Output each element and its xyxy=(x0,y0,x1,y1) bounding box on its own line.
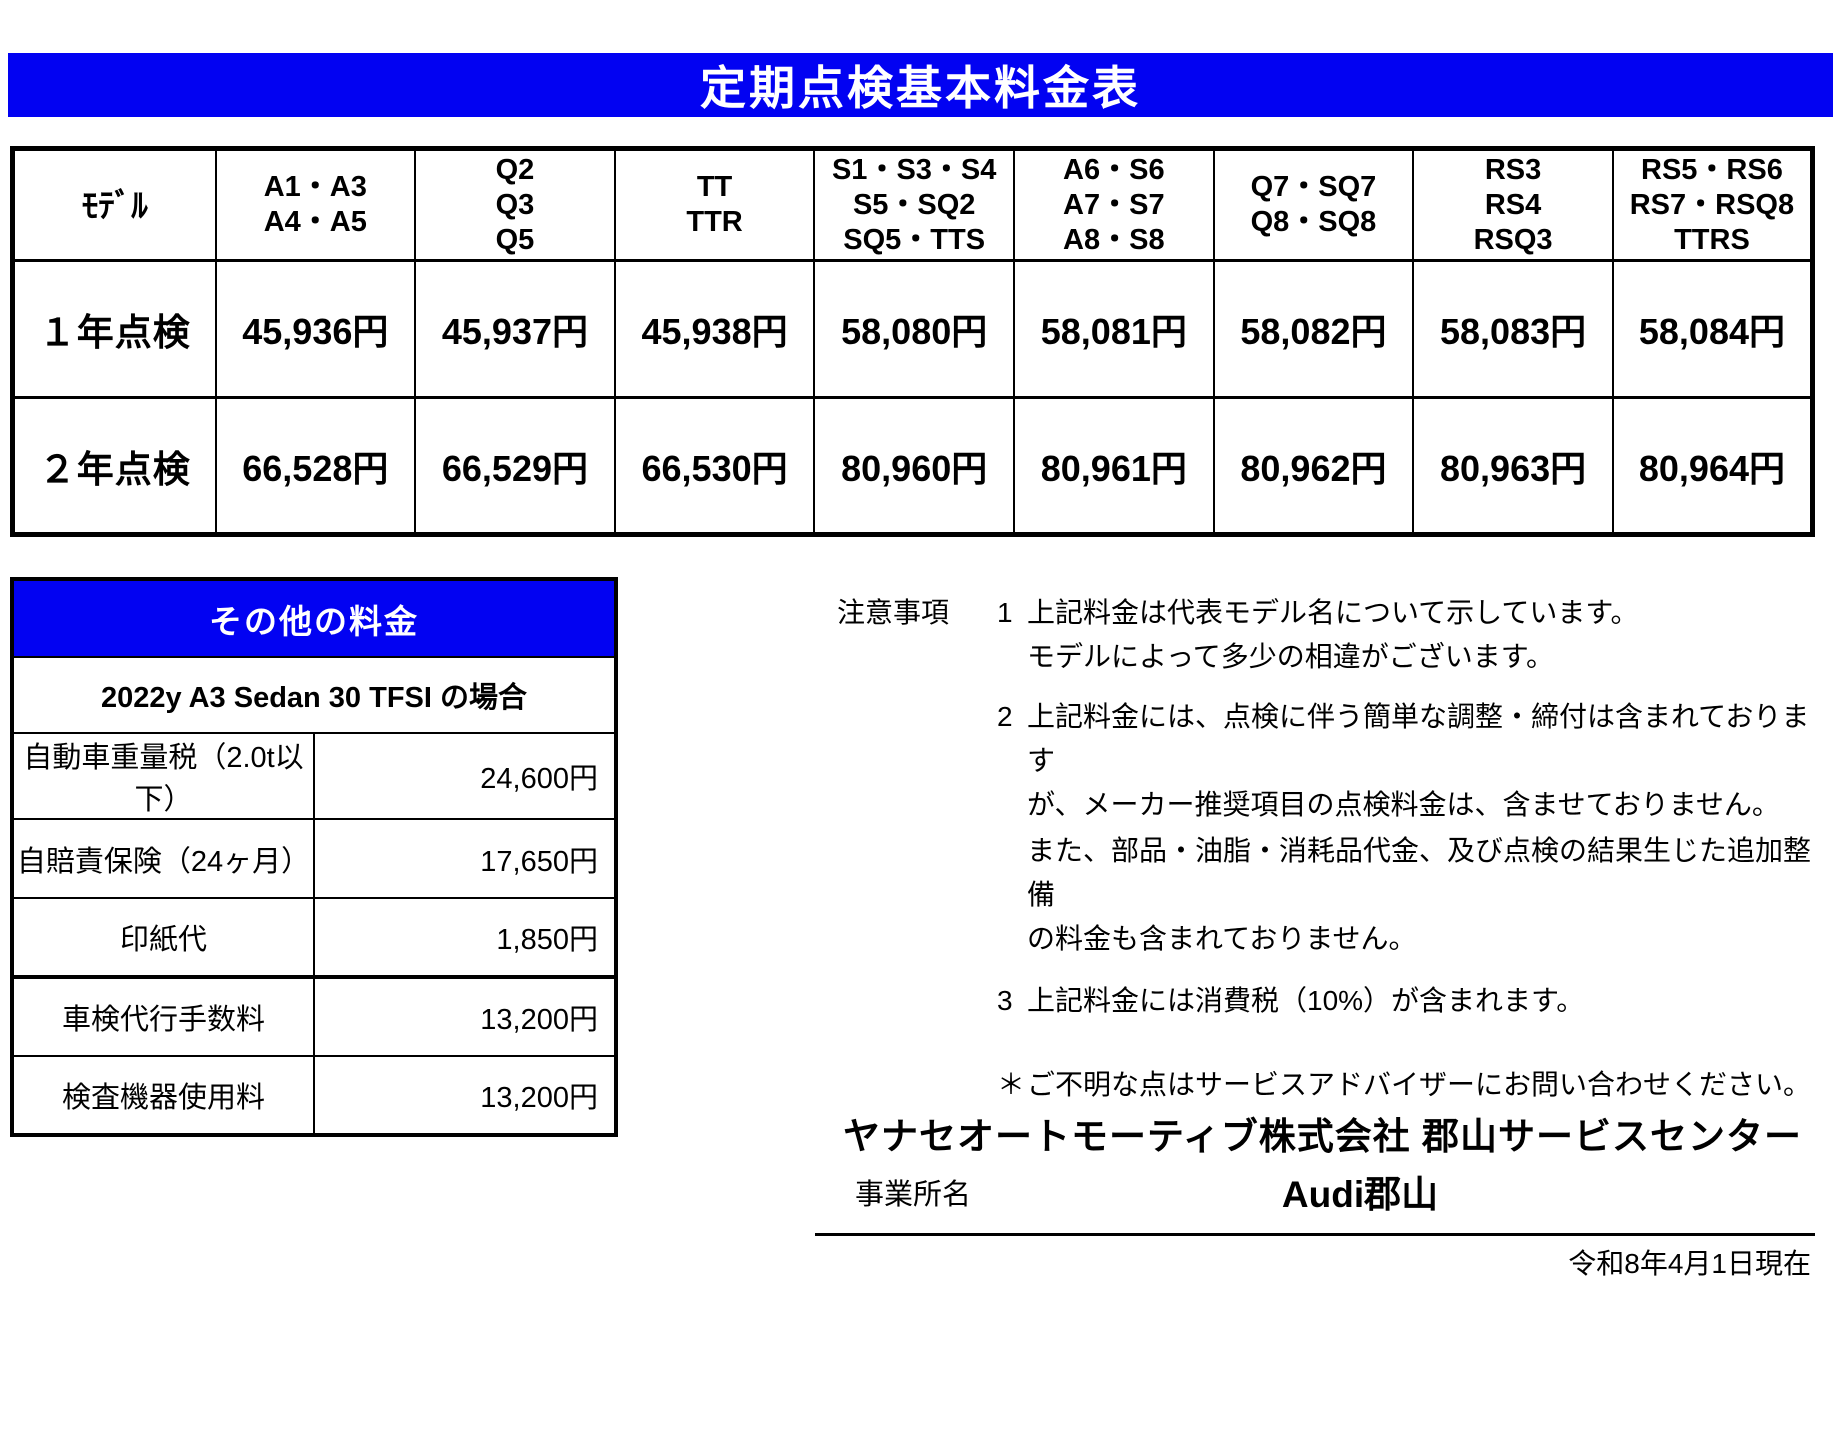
note-number: 2 xyxy=(997,701,1013,732)
notes-body: 1 上記料金は代表モデル名について示しています。 モデルによって多少の相違がござ… xyxy=(997,591,1815,1107)
note-number: 1 xyxy=(997,597,1013,628)
price-cell: 66,529円 xyxy=(414,396,616,536)
bottom-section: その他の料金 2022y A3 Sedan 30 TFSI の場合 自動車重量税… xyxy=(0,577,1840,1377)
fee-row-stamp: 印紙代 1,850円 xyxy=(11,897,617,978)
fee-label: 検査機器使用料 xyxy=(11,1055,315,1136)
row-label-2year: ２年点検 xyxy=(11,396,217,536)
table-row-2year: ２年点検 66,528円 66,529円 66,530円 80,960円 80,… xyxy=(11,396,1814,536)
price-cell: 45,938円 xyxy=(613,259,816,399)
price-cell: 45,936円 xyxy=(214,259,417,399)
price-cell: 80,962円 xyxy=(1212,396,1415,536)
fee-value: 24,600円 xyxy=(313,732,617,820)
fee-row-equipment: 検査機器使用料 13,200円 xyxy=(11,1055,617,1136)
price-cell: 66,530円 xyxy=(613,396,816,536)
note-item-3: 3 上記料金には消費税（10%）が含まれます。 xyxy=(997,979,1815,1023)
price-cell: 80,960円 xyxy=(813,396,1015,536)
price-cell: 58,081円 xyxy=(1013,259,1215,399)
fee-value: 1,850円 xyxy=(313,897,617,978)
office-label: 事業所名 xyxy=(855,1179,972,1211)
notes-and-footer: 注意事項 1 上記料金は代表モデル名について示しています。 モデルによって多少の… xyxy=(815,577,1815,1282)
note-number xyxy=(997,829,1027,961)
column-header-q7-sq8: Q7・SQ7 Q8・SQ8 xyxy=(1212,147,1415,262)
fee-label: 印紙代 xyxy=(11,897,315,978)
office-name: Audi郡山 xyxy=(1281,1174,1439,1215)
price-cell: 80,961円 xyxy=(1013,396,1215,536)
note-text: 上記料金には消費税（10%）が含まれます。 xyxy=(1027,985,1585,1016)
page-title: 定期点検基本料金表 xyxy=(700,62,1141,114)
fee-value: 13,200円 xyxy=(313,975,617,1057)
fee-row-liability-insurance: 自賠責保険（24ヶ月） 17,650円 xyxy=(11,818,617,899)
asterisk-mark: ＊ xyxy=(997,1069,1026,1100)
price-cell: 80,963円 xyxy=(1412,396,1614,536)
notes-label: 注意事項 xyxy=(837,597,950,628)
column-header-q2-q5: Q2 Q3 Q5 xyxy=(414,147,616,262)
fee-value: 17,650円 xyxy=(313,818,617,899)
page-title-bar: 定期点検基本料金表 xyxy=(8,53,1833,117)
table-row-1year: １年点検 45,936円 45,937円 45,938円 58,080円 58,… xyxy=(11,259,1814,399)
note-item-2: 2 上記料金には、点検に伴う簡単な調整・締付は含まれております が、メーカー推奨… xyxy=(997,695,1815,827)
price-table: ﾓﾃﾞﾙ A1・A3 A4・A5 Q2 Q3 Q5 TT TTR S1・S3・S… xyxy=(10,146,1815,537)
price-cell: 58,084円 xyxy=(1611,259,1814,399)
notes-section: 注意事項 1 上記料金は代表モデル名について示しています。 モデルによって多少の… xyxy=(815,577,1815,1107)
office-row: 事業所名 Audi郡山 xyxy=(815,1173,1815,1217)
note-number: 3 xyxy=(997,985,1013,1016)
price-table-header-row: ﾓﾃﾞﾙ A1・A3 A4・A5 Q2 Q3 Q5 TT TTR S1・S3・S… xyxy=(11,147,1814,262)
fees-subtitle-row: 2022y A3 Sedan 30 TFSI の場合 xyxy=(11,656,617,734)
column-header-s1-tts: S1・S3・S4 S5・SQ2 SQ5・TTS xyxy=(813,147,1015,262)
price-cell: 58,082円 xyxy=(1212,259,1415,399)
note-text: 上記料金は代表モデル名について示しています。 モデルによって多少の相違がございま… xyxy=(1027,597,1639,672)
price-cell: 45,937円 xyxy=(414,259,616,399)
fee-label: 自賠責保険（24ヶ月） xyxy=(11,818,315,899)
note-item-asterisk: ＊ ご不明な点はサービスアドバイザーにお問い合わせください。 xyxy=(997,1063,1815,1107)
model-header-cell: ﾓﾃﾞﾙ xyxy=(11,147,217,262)
date-stamp: 令和8年4月1日現在 xyxy=(1568,1248,1811,1279)
column-header-tt: TT TTR xyxy=(613,147,816,262)
column-header-a1-a5: A1・A3 A4・A5 xyxy=(214,147,417,262)
fee-label: 車検代行手数料 xyxy=(11,975,315,1057)
company-name: ヤナセオートモーティブ株式会社 郡山サービスセンター xyxy=(843,1116,1803,1157)
price-cell: 80,964円 xyxy=(1611,396,1814,536)
fee-value: 13,200円 xyxy=(313,1055,617,1136)
footer-divider xyxy=(815,1233,1815,1236)
note-item-2b: また、部品・油脂・消耗品代金、及び点検の結果生じた追加整備 の料金も含まれており… xyxy=(997,829,1815,961)
fees-title: その他の料金 xyxy=(11,578,617,658)
row-label-1year: １年点検 xyxy=(11,259,217,399)
fees-subtitle: 2022y A3 Sedan 30 TFSI の場合 xyxy=(11,656,617,734)
fee-row-weight-tax: 自動車重量税（2.0t以下） 24,600円 xyxy=(11,732,617,820)
price-cell: 58,083円 xyxy=(1412,259,1614,399)
note-text: ご不明な点はサービスアドバイザーにお問い合わせください。 xyxy=(1027,1069,1812,1100)
price-cell: 66,528円 xyxy=(214,396,417,536)
column-header-rs5-ttrs: RS5・RS6 RS7・RSQ8 TTRS xyxy=(1611,147,1814,262)
column-header-a6-s8: A6・S6 A7・S7 A8・S8 xyxy=(1013,147,1215,262)
other-fees-table: その他の料金 2022y A3 Sedan 30 TFSI の場合 自動車重量税… xyxy=(10,577,618,1137)
note-item-1: 1 上記料金は代表モデル名について示しています。 モデルによって多少の相違がござ… xyxy=(997,591,1815,679)
fee-label: 自動車重量税（2.0t以下） xyxy=(11,732,315,820)
note-text: また、部品・油脂・消耗品代金、及び点検の結果生じた追加整備 の料金も含まれており… xyxy=(1027,835,1812,954)
price-cell: 58,080円 xyxy=(813,259,1015,399)
note-text: 上記料金には、点検に伴う簡単な調整・締付は含まれております が、メーカー推奨項目… xyxy=(1027,701,1810,820)
fees-title-row: その他の料金 xyxy=(11,578,617,658)
fee-row-agency: 車検代行手数料 13,200円 xyxy=(11,975,617,1057)
column-header-rs3-rsq3: RS3 RS4 RSQ3 xyxy=(1412,147,1614,262)
